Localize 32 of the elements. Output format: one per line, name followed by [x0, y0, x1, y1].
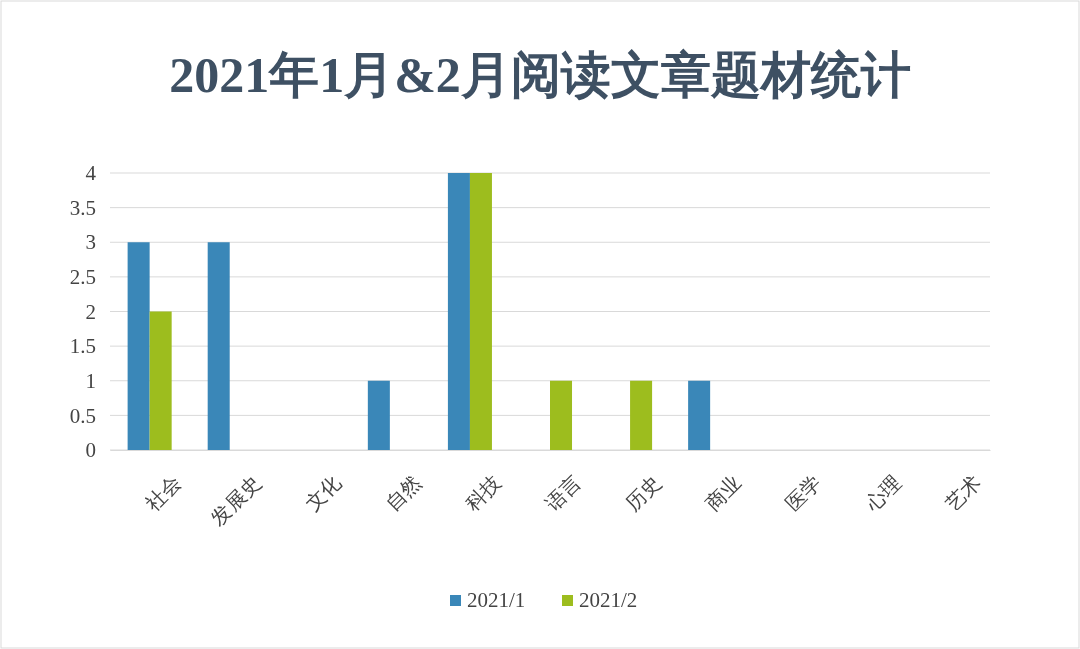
x-tick-label: 艺术	[940, 470, 987, 516]
x-tick-label: 心理	[860, 470, 906, 517]
x-tick-label: 文化	[300, 470, 346, 516]
y-tick-label: 2	[85, 299, 96, 324]
bar	[550, 380, 573, 450]
legend-label: 2021/2	[579, 588, 638, 612]
y-tick-label: 4	[85, 161, 97, 186]
bar	[630, 380, 653, 450]
legend-label: 2021/1	[467, 588, 526, 612]
y-tick-label: 3.5	[69, 195, 96, 220]
y-tick-label: 0.5	[69, 403, 96, 428]
x-tick-label: 发展史	[206, 470, 266, 531]
chart-title: 2021年1月&2月阅读文章题材统计	[169, 47, 911, 103]
y-tick-label: 1	[85, 368, 96, 393]
y-tick-label: 0	[85, 438, 96, 463]
x-tick-label: 科技	[460, 470, 506, 516]
y-tick-label: 3	[85, 230, 96, 255]
bar	[367, 380, 390, 450]
bar	[688, 380, 711, 450]
bar	[469, 173, 492, 450]
bar	[207, 242, 230, 450]
x-tick-label: 历史	[620, 470, 666, 516]
bar	[149, 311, 172, 450]
x-tick-label: 语言	[540, 470, 586, 516]
y-tick-label: 1.5	[69, 334, 96, 359]
x-tick-label: 自然	[380, 470, 426, 516]
x-tick-label: 社会	[140, 470, 186, 516]
x-tick-label: 医学	[780, 470, 826, 516]
bar	[447, 173, 470, 450]
x-tick-label: 商业	[700, 470, 746, 516]
y-tick-label: 2.5	[69, 265, 96, 290]
bar	[127, 242, 150, 450]
